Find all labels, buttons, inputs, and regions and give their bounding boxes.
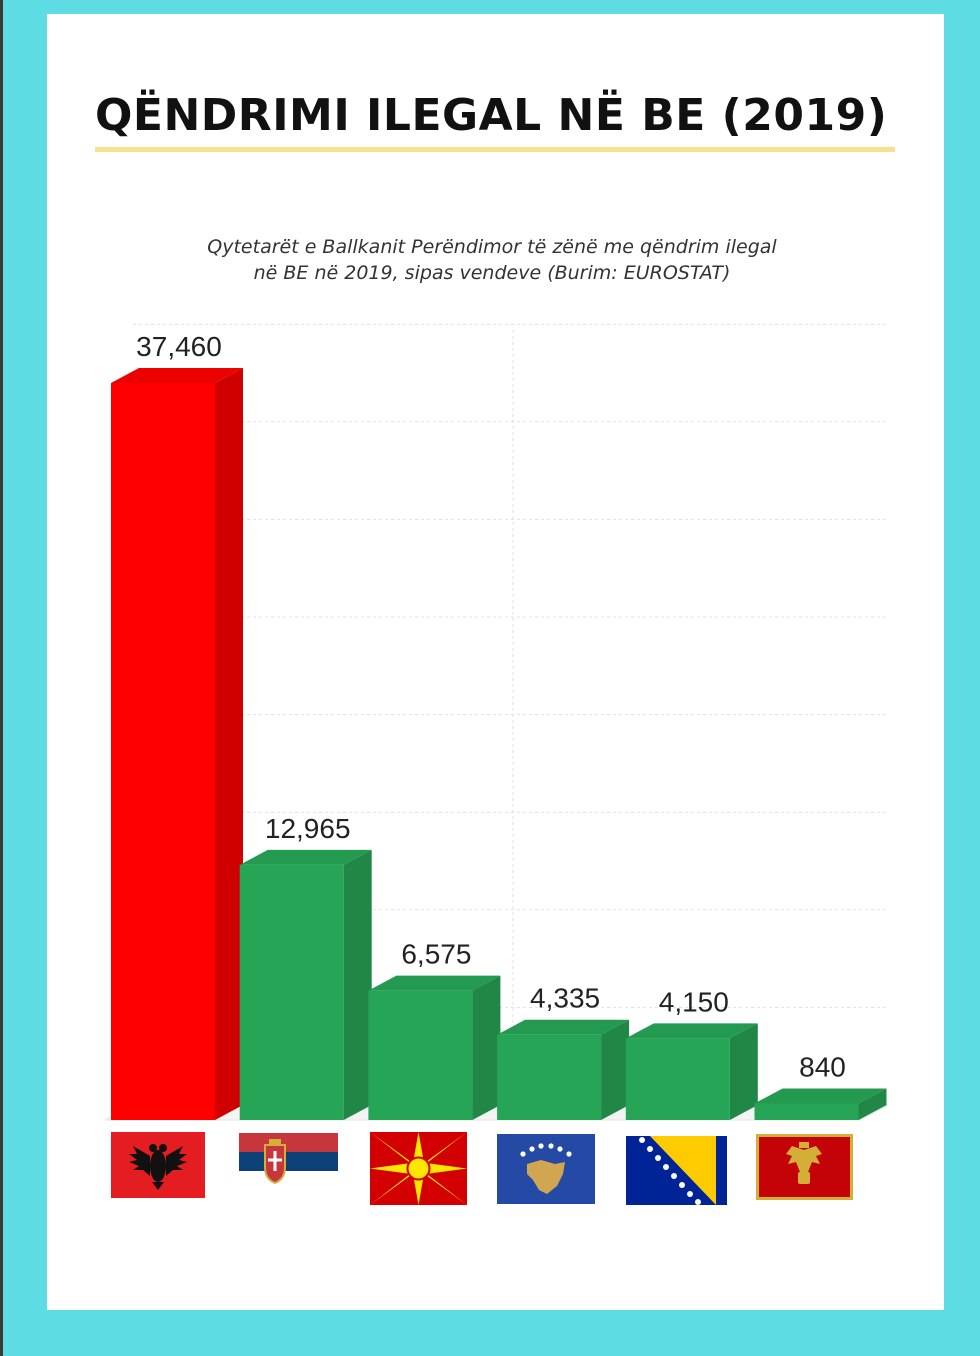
bar-front bbox=[111, 383, 215, 1120]
bar-front bbox=[625, 1038, 730, 1120]
chart-subtitle: Qytetarët e Ballkanit Perëndimor të zënë… bbox=[167, 234, 817, 286]
flag-bosnia-icon bbox=[626, 1136, 727, 1205]
bar-side bbox=[858, 1088, 887, 1120]
flag-north-macedonia-icon bbox=[370, 1132, 467, 1205]
flag-kosovo-icon bbox=[497, 1134, 595, 1204]
data-label: 4,335 bbox=[530, 983, 600, 1014]
bar-top bbox=[625, 1023, 758, 1039]
bar-side bbox=[472, 975, 501, 1120]
title-underline bbox=[95, 147, 895, 152]
chart-subtitle-line1: Qytetarët e Ballkanit Perëndimor të zënë… bbox=[207, 236, 777, 258]
bar-side bbox=[729, 1023, 758, 1120]
bar-side bbox=[601, 1019, 630, 1120]
bar-front bbox=[239, 864, 344, 1120]
page-title: QËNDRIMI ILEGAL NË BE (2019) bbox=[95, 90, 888, 141]
flag-albania-icon bbox=[111, 1132, 205, 1198]
bar-top bbox=[754, 1088, 887, 1104]
bar-front bbox=[754, 1103, 859, 1120]
data-label: 6,575 bbox=[401, 939, 471, 970]
flag-serbia-icon bbox=[239, 1133, 338, 1190]
data-label: 37,460 bbox=[136, 331, 222, 362]
data-label: 12,965 bbox=[265, 813, 351, 844]
bar-front bbox=[368, 990, 473, 1120]
page-edge bbox=[0, 0, 3, 1356]
bar-top bbox=[368, 975, 501, 991]
bar-side bbox=[215, 368, 243, 1120]
data-label: 4,150 bbox=[659, 986, 729, 1017]
chart-subtitle-line2: në BE në 2019, sipas vendeve (Burim: EUR… bbox=[253, 262, 731, 284]
bar-side bbox=[343, 849, 372, 1120]
data-label: 840 bbox=[799, 1051, 846, 1082]
bar-top bbox=[239, 849, 372, 865]
bar-top bbox=[497, 1019, 630, 1035]
flag-montenegro-icon bbox=[756, 1134, 853, 1200]
bar-front bbox=[497, 1034, 602, 1120]
bar-top bbox=[111, 368, 243, 383]
